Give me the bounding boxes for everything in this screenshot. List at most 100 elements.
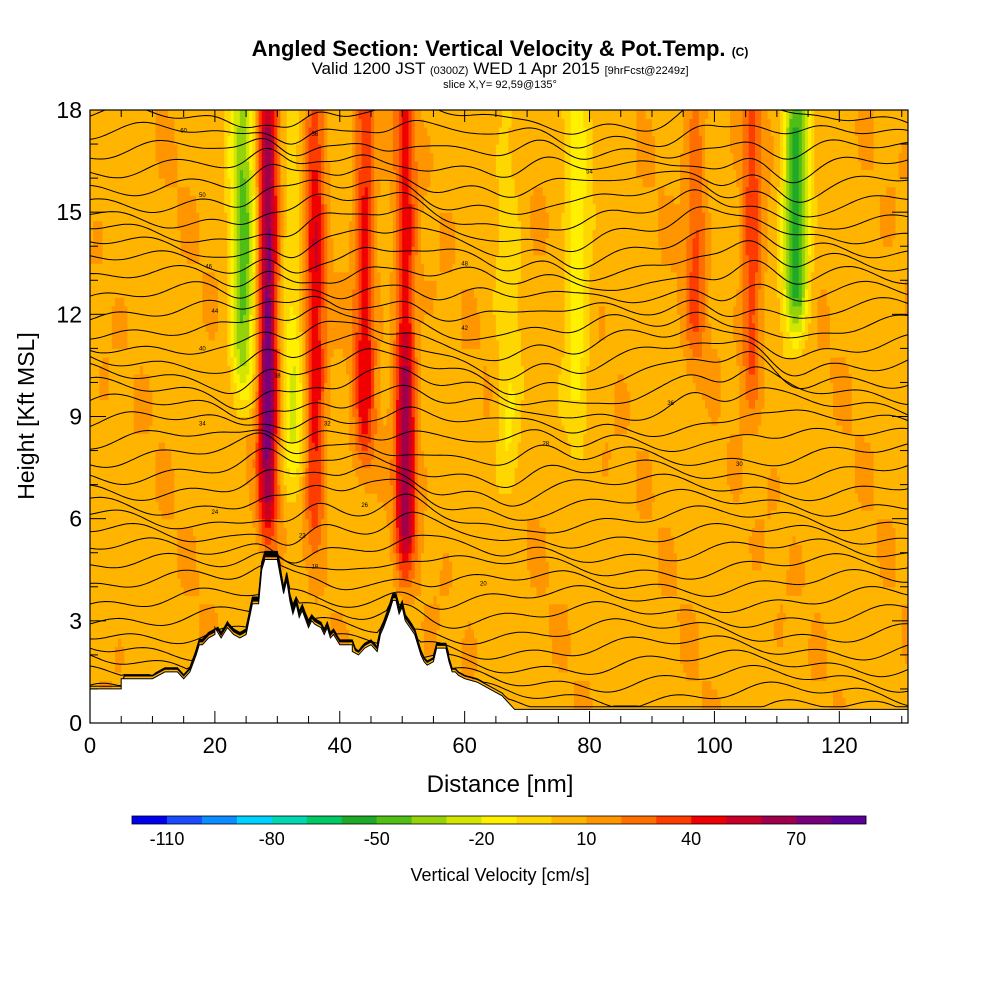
velocity-cell bbox=[261, 237, 266, 247]
velocity-cell bbox=[186, 220, 191, 230]
velocity-cell bbox=[233, 467, 238, 477]
velocity-cell bbox=[264, 339, 269, 349]
velocity-cell bbox=[196, 595, 200, 605]
velocity-cell bbox=[252, 118, 257, 128]
velocity-cell bbox=[93, 450, 97, 460]
velocity-cell bbox=[171, 578, 175, 588]
velocity-cell bbox=[249, 110, 253, 120]
velocity-cell bbox=[149, 229, 154, 239]
velocity-cell bbox=[124, 450, 129, 460]
velocity-cell bbox=[136, 280, 141, 290]
velocity-cell bbox=[127, 305, 132, 315]
velocity-cell bbox=[139, 663, 144, 673]
velocity-cell bbox=[174, 501, 179, 511]
velocity-cell bbox=[252, 152, 257, 162]
velocity-cell bbox=[302, 365, 307, 375]
velocity-cell bbox=[189, 654, 194, 664]
velocity-cell bbox=[286, 425, 291, 435]
velocity-cell bbox=[274, 399, 278, 409]
velocity-cell bbox=[105, 237, 110, 247]
velocity-cell bbox=[224, 169, 228, 179]
velocity-cell bbox=[252, 390, 257, 401]
velocity-cell bbox=[258, 382, 263, 392]
velocity-cell bbox=[130, 135, 135, 145]
velocity-cell bbox=[271, 314, 275, 324]
velocity-cell bbox=[186, 314, 191, 324]
velocity-cell bbox=[211, 152, 216, 162]
velocity-cell bbox=[255, 305, 260, 315]
velocity-cell bbox=[299, 390, 303, 401]
velocity-cell bbox=[90, 552, 94, 562]
velocity-cell bbox=[189, 339, 194, 349]
velocity-cell bbox=[283, 450, 288, 460]
velocity-cell bbox=[114, 365, 119, 375]
velocity-cell bbox=[196, 348, 200, 358]
velocity-cell bbox=[236, 365, 241, 375]
velocity-cell bbox=[174, 288, 179, 298]
velocity-cell bbox=[221, 390, 225, 401]
velocity-cell bbox=[161, 459, 166, 469]
velocity-cell bbox=[208, 476, 213, 486]
velocity-cell bbox=[224, 220, 228, 230]
velocity-cell bbox=[261, 263, 266, 273]
velocity-cell bbox=[230, 433, 235, 443]
velocity-cell bbox=[149, 152, 154, 162]
velocity-cell bbox=[218, 263, 222, 273]
velocity-cell bbox=[230, 271, 235, 281]
velocity-cell bbox=[133, 493, 138, 503]
velocity-cell bbox=[196, 254, 200, 264]
velocity-cell bbox=[280, 322, 285, 332]
velocity-cell bbox=[211, 254, 216, 264]
velocity-cell bbox=[202, 476, 207, 486]
velocity-cell bbox=[261, 527, 266, 537]
velocity-cell bbox=[239, 527, 244, 537]
velocity-cell bbox=[139, 314, 144, 324]
velocity-cell bbox=[102, 527, 107, 537]
velocity-cell bbox=[127, 603, 132, 613]
velocity-cell bbox=[274, 390, 278, 401]
velocity-cell bbox=[280, 127, 285, 137]
velocity-cell bbox=[205, 348, 210, 358]
velocity-cell bbox=[214, 178, 219, 188]
velocity-cell bbox=[114, 229, 119, 239]
velocity-cell bbox=[211, 552, 216, 562]
velocity-cell bbox=[161, 195, 166, 205]
velocity-cell bbox=[302, 399, 307, 409]
velocity-cell bbox=[208, 229, 213, 239]
velocity-cell bbox=[164, 195, 169, 205]
velocity-cell bbox=[146, 161, 150, 171]
velocity-cell bbox=[208, 314, 213, 324]
velocity-cell bbox=[221, 186, 225, 196]
velocity-cell bbox=[146, 305, 150, 315]
velocity-cell bbox=[139, 535, 144, 545]
velocity-cell bbox=[242, 603, 247, 613]
velocity-cell bbox=[139, 484, 144, 494]
velocity-cell bbox=[302, 314, 307, 324]
velocity-cell bbox=[171, 646, 175, 656]
velocity-cell bbox=[199, 254, 203, 264]
velocity-cell bbox=[261, 390, 266, 401]
velocity-cell bbox=[199, 416, 203, 426]
velocity-cell bbox=[271, 186, 275, 196]
velocity-cell bbox=[121, 569, 125, 579]
velocity-cell bbox=[264, 348, 269, 358]
velocity-cell bbox=[299, 127, 303, 137]
velocity-cell bbox=[302, 467, 307, 477]
velocity-cell bbox=[299, 382, 303, 392]
velocity-cell bbox=[277, 127, 282, 137]
velocity-cell bbox=[139, 518, 144, 528]
velocity-cell bbox=[249, 450, 253, 460]
velocity-cell bbox=[93, 356, 97, 367]
velocity-cell bbox=[255, 280, 260, 290]
velocity-cell bbox=[118, 467, 122, 477]
velocity-cell bbox=[249, 305, 253, 315]
velocity-cell bbox=[155, 135, 160, 145]
velocity-cell bbox=[214, 459, 219, 469]
velocity-cell bbox=[242, 612, 247, 622]
velocity-cell bbox=[227, 314, 232, 324]
velocity-cell bbox=[93, 620, 97, 630]
velocity-cell bbox=[189, 356, 194, 367]
velocity-cell bbox=[230, 467, 235, 477]
velocity-cell bbox=[158, 433, 163, 443]
velocity-cell bbox=[218, 152, 222, 162]
